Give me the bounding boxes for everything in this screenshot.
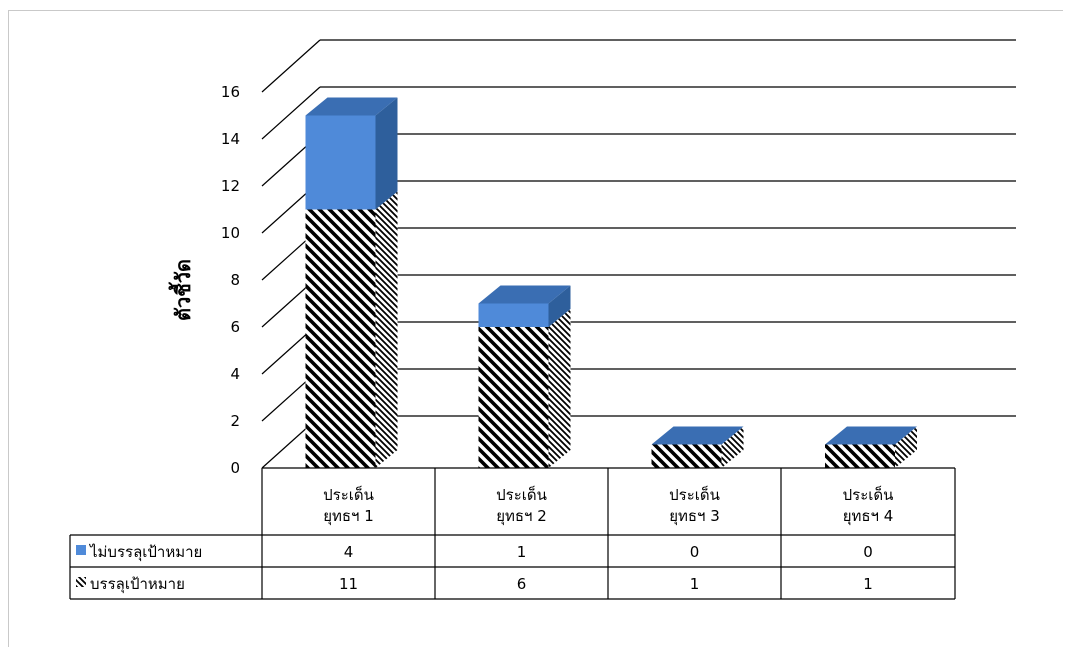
- bar-achieved-side: [549, 309, 571, 468]
- bar-achieved: [479, 327, 549, 468]
- bars: [306, 98, 918, 469]
- data-value: 1: [863, 575, 873, 593]
- legend-key-achieved: [76, 577, 86, 587]
- y-tick-label: 14: [221, 130, 240, 148]
- data-value: 1: [517, 543, 527, 561]
- gridline-diagonal: [262, 40, 320, 92]
- y-tick-label: 0: [230, 459, 240, 477]
- bar-not-achieved: [479, 304, 549, 328]
- legend-key-not-achieved: [76, 545, 86, 555]
- bar-achieved-side: [376, 192, 398, 469]
- category-label: ยุทธฯ 2: [496, 507, 547, 526]
- data-value: 6: [517, 575, 527, 593]
- data-value: 0: [690, 543, 700, 561]
- category-label: ประเด็น: [843, 485, 894, 504]
- y-tick-label: 10: [221, 224, 240, 242]
- bar-achieved: [825, 445, 895, 469]
- y-tick-label: 6: [230, 318, 240, 336]
- category-label: ยุทธฯ 4: [843, 507, 894, 526]
- bar-not-achieved: [306, 116, 376, 210]
- y-axis-title: ตัวชี้วัด: [168, 259, 195, 321]
- y-tick-label: 4: [230, 365, 240, 383]
- category-label: ประเด็น: [669, 485, 720, 504]
- bar-achieved: [306, 210, 376, 469]
- y-tick-label: 8: [230, 271, 240, 289]
- bar-not-achieved-side: [376, 98, 398, 210]
- data-value: 11: [339, 575, 358, 593]
- bar-achieved: [652, 445, 722, 469]
- y-tick-label: 16: [221, 83, 240, 101]
- y-tick-label: 2: [230, 412, 240, 430]
- y-axis-ticks: 0 2 4 6 8 10 12 14 16: [221, 83, 240, 477]
- category-label: ยุทธฯ 1: [323, 507, 374, 526]
- data-value: 1: [690, 575, 700, 593]
- data-value: 0: [863, 543, 873, 561]
- series-label: บรรลุเป้าหมาย: [90, 575, 185, 594]
- category-label: ประเด็น: [323, 485, 374, 504]
- category-label: ประเด็น: [496, 485, 547, 504]
- y-tick-label: 12: [221, 177, 240, 195]
- data-value: 4: [344, 543, 354, 561]
- category-label: ยุทธฯ 3: [669, 507, 720, 526]
- data-table: ประเด็นยุทธฯ 1 ประเด็นยุทธฯ 2 ประเด็นยุทธฯ…: [70, 468, 955, 599]
- series-label: ไม่บรรลุเป้าหมาย: [89, 543, 202, 562]
